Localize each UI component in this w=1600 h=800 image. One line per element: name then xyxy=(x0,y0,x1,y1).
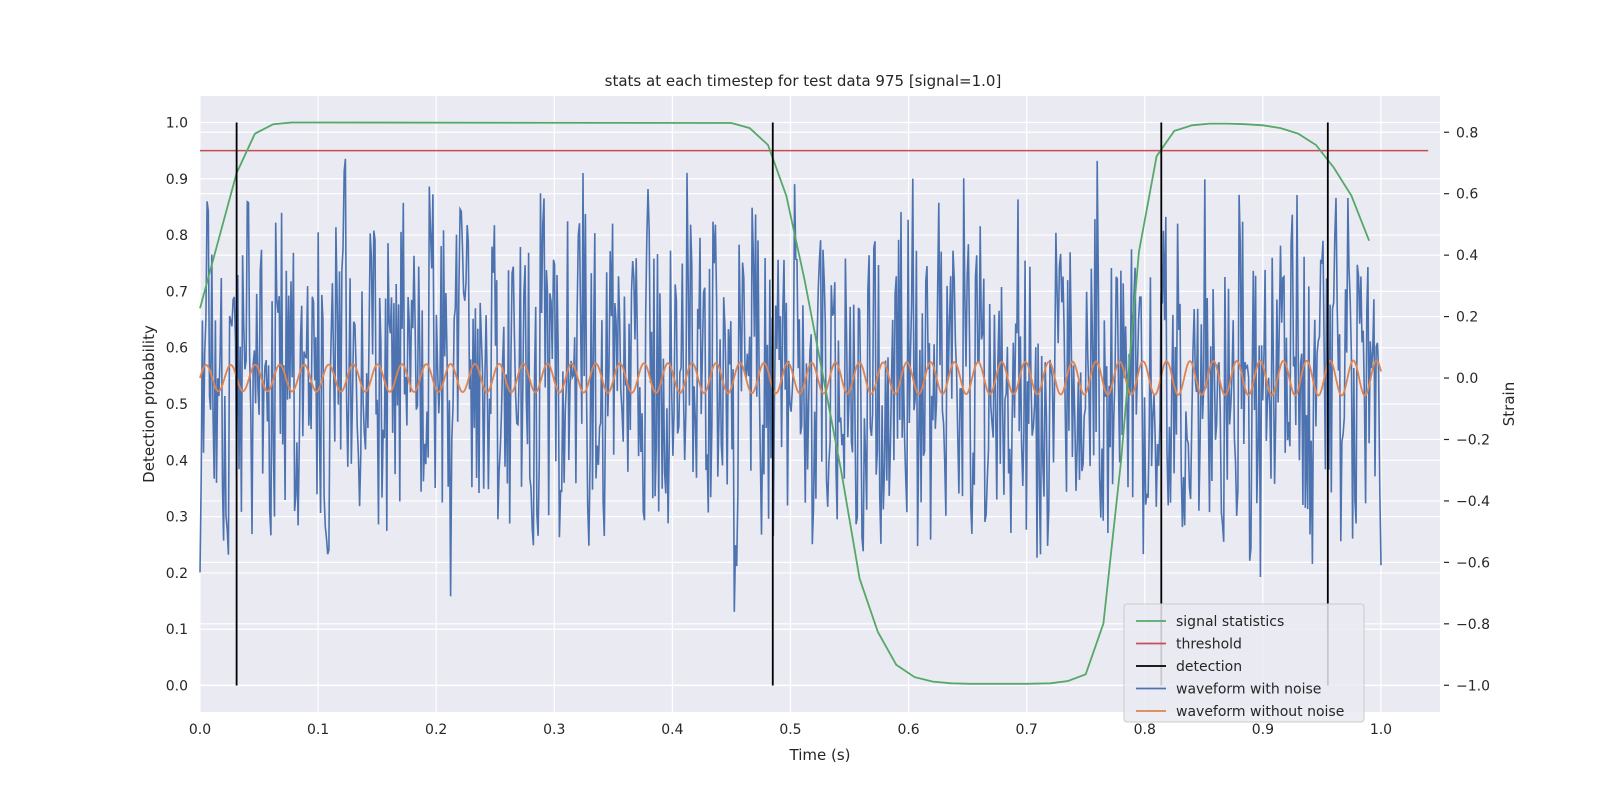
y-left-tick-label: 0.2 xyxy=(166,566,188,582)
y-left-tick-label: 0.5 xyxy=(166,397,188,413)
series-signal-statistics xyxy=(199,121,1370,685)
y-right-tick-label: −0.8 xyxy=(1456,617,1490,633)
y-right-tick-label: 0.4 xyxy=(1456,248,1478,264)
x-tick-label: 0.7 xyxy=(1016,722,1038,738)
y-left-tick-label: 0.7 xyxy=(166,284,188,300)
y-right-tick-label: −0.2 xyxy=(1456,432,1490,448)
y-right-tick-label: −0.6 xyxy=(1456,555,1490,571)
x-tick-label: 1.0 xyxy=(1370,722,1392,738)
y-left-tick-label: 0.9 xyxy=(166,172,188,188)
y-axis-right-label: Strain xyxy=(1500,382,1518,426)
legend-item: waveform without noise xyxy=(1136,704,1344,720)
x-tick-label: 0.5 xyxy=(779,722,801,738)
x-tick-label: 0.1 xyxy=(307,722,329,738)
y-left-tick-label: 0.4 xyxy=(166,453,188,469)
x-tick-label: 0.9 xyxy=(1252,722,1274,738)
y-left-tick-label: 0.1 xyxy=(166,622,188,638)
legend: signal statistics threshold detection wavef… xyxy=(1123,603,1365,723)
y-left-tick-label: 1.0 xyxy=(166,115,188,131)
series-waveform-without-noise xyxy=(199,359,1382,397)
y-left-tick-label: 0.3 xyxy=(166,510,188,526)
legend-box xyxy=(1123,603,1365,723)
x-axis: 0.0 0.1 0.2 0.3 0.4 0.5 0.6 0.7 0.8 0.9 1.0 xyxy=(189,722,1392,738)
x-axis-label: Time (s) xyxy=(789,746,851,764)
legend-label: threshold xyxy=(1176,637,1242,653)
y-right-tick-label: 0.8 xyxy=(1456,125,1478,141)
y-right-tick-label: −0.4 xyxy=(1456,494,1490,510)
x-tick-label: 0.6 xyxy=(897,722,919,738)
x-tick-label: 0.0 xyxy=(189,722,211,738)
legend-item: signal statistics xyxy=(1136,614,1284,630)
y-axis-right: −1.0 −0.8 −0.6 −0.4 −0.2 0.0 0.2 0.4 0.6 0.8 xyxy=(1444,125,1490,694)
x-tick-label: 0.8 xyxy=(1134,722,1156,738)
y-left-tick-label: 0.8 xyxy=(166,228,188,244)
legend-item: threshold xyxy=(1136,637,1242,653)
legend-label: waveform with noise xyxy=(1176,682,1321,698)
y-right-tick-label: 0.2 xyxy=(1456,310,1478,326)
y-right-tick-label: 0.0 xyxy=(1456,371,1478,387)
legend-label: waveform without noise xyxy=(1176,704,1344,720)
legend-label: signal statistics xyxy=(1176,614,1284,630)
y-right-tick-label: 0.6 xyxy=(1456,187,1478,203)
x-tick-label: 0.4 xyxy=(661,722,683,738)
legend-label: detection xyxy=(1176,659,1242,675)
y-axis-left-label: Detection probability xyxy=(140,325,158,483)
y-axis-left: 0.0 0.1 0.2 0.3 0.4 0.5 0.6 0.7 0.8 0.9 1.0 xyxy=(166,115,188,694)
chart-title: stats at each timestep for test data 975… xyxy=(605,72,1002,90)
series-waveform-with-noise xyxy=(199,158,1382,612)
y-left-tick-label: 0.6 xyxy=(166,341,188,357)
legend-item: detection xyxy=(1136,659,1242,675)
x-tick-label: 0.2 xyxy=(425,722,447,738)
series-layer xyxy=(199,121,1429,686)
y-left-tick-label: 0.0 xyxy=(166,679,188,695)
x-tick-label: 0.3 xyxy=(543,722,565,738)
legend-item: waveform with noise xyxy=(1136,682,1321,698)
grid xyxy=(199,96,1440,712)
y-right-tick-label: −1.0 xyxy=(1456,678,1490,694)
